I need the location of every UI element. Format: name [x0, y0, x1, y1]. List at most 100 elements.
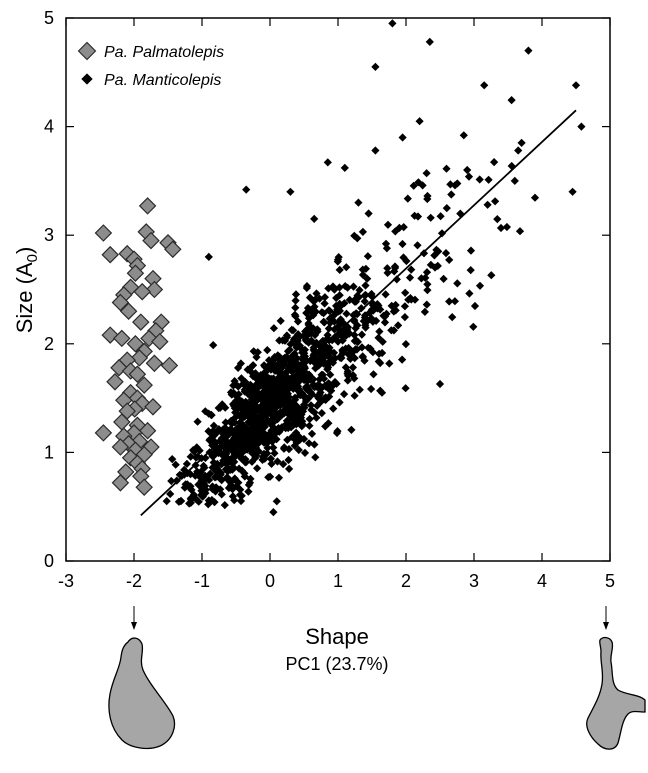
manticolepis-point	[361, 281, 370, 290]
manticolepis-point	[214, 425, 224, 434]
manticolepis-point	[403, 194, 412, 203]
manticolepis-point	[345, 329, 354, 338]
manticolepis-point	[342, 263, 351, 272]
manticolepis-point	[304, 370, 314, 379]
manticolepis-point	[378, 337, 387, 346]
manticolepis-point	[209, 340, 218, 350]
manticolepis-point	[465, 289, 474, 298]
manticolepis-point	[183, 480, 192, 489]
legend-marker-manticolepis	[81, 73, 93, 85]
manticolepis-point	[400, 312, 410, 322]
manticolepis-point	[435, 379, 445, 389]
manticolepis-point	[167, 476, 176, 486]
manticolepis-point	[240, 469, 249, 478]
manticolepis-point	[291, 296, 300, 305]
manticolepis-point	[245, 408, 254, 417]
y-tick-label: 0	[44, 551, 54, 571]
manticolepis-point	[279, 407, 288, 416]
manticolepis-point	[269, 402, 279, 411]
y-tick-label: 5	[44, 8, 54, 28]
manticolepis-point	[340, 163, 349, 173]
manticolepis-point	[288, 359, 297, 368]
manticolepis-point	[311, 339, 320, 348]
manticolepis-point	[252, 412, 261, 422]
manticolepis-point	[244, 480, 254, 490]
manticolepis-point	[293, 317, 303, 326]
manticolepis-point	[496, 223, 506, 233]
manticolepis-point	[288, 326, 298, 335]
manticolepis-point	[300, 352, 310, 361]
manticolepis-point	[251, 453, 260, 463]
manticolepis-point	[207, 435, 216, 444]
manticolepis-point	[248, 361, 258, 370]
manticolepis-point	[422, 169, 431, 178]
manticolepis-point	[385, 359, 394, 368]
manticolepis-point	[425, 37, 434, 47]
legend-label-manticolepis: Pa. Manticolepis	[104, 72, 221, 89]
manticolepis-point	[453, 279, 462, 288]
manticolepis-point	[289, 335, 299, 344]
manticolepis-point	[229, 388, 238, 397]
manticolepis-point	[298, 407, 308, 416]
manticolepis-point	[351, 324, 360, 333]
manticolepis-point	[502, 222, 512, 232]
manticolepis-point	[413, 212, 423, 221]
manticolepis-point	[243, 389, 252, 398]
manticolepis-point	[290, 310, 300, 319]
manticolepis-point	[466, 246, 476, 255]
manticolepis-point	[407, 265, 416, 274]
palmatolepis-point	[106, 373, 124, 391]
palmatolepis-point	[145, 354, 164, 373]
palmatolepis-point	[135, 478, 153, 496]
manticolepis-point	[311, 453, 320, 462]
manticolepis-point	[399, 253, 408, 262]
manticolepis-point	[314, 394, 323, 403]
x-axis-title: Shape	[305, 624, 369, 649]
manticolepis-point	[311, 364, 320, 373]
manticolepis-point	[442, 164, 451, 173]
manticolepis-point	[577, 122, 586, 131]
manticolepis-point	[217, 490, 226, 499]
manticolepis-point	[324, 392, 334, 401]
manticolepis-point	[304, 314, 314, 323]
tick-labels: -3 -2 -1 0 1 2 3 4 5 0 1 2 3 4 5	[44, 8, 615, 591]
manticolepis-point	[292, 433, 301, 442]
manticolepis-point	[293, 417, 302, 427]
manticolepis-point	[335, 398, 344, 407]
manticolepis-point	[284, 423, 293, 433]
manticolepis-point	[436, 212, 445, 221]
manticolepis-point	[201, 485, 211, 494]
manticolepis-point	[280, 370, 289, 379]
manticolepis-point	[357, 304, 366, 313]
manticolepis-point	[376, 386, 385, 395]
manticolepis-point	[322, 382, 331, 391]
manticolepis-point	[507, 161, 516, 171]
manticolepis-point	[469, 322, 478, 331]
manticolepis-point	[162, 496, 171, 506]
manticolepis-point	[334, 252, 343, 262]
manticolepis-point	[285, 383, 294, 392]
manticolepis-point	[352, 337, 362, 346]
manticolepis-point	[242, 185, 251, 194]
manticolepis-point	[371, 62, 380, 72]
manticolepis-point	[228, 465, 237, 474]
manticolepis-point	[442, 203, 451, 213]
manticolepis-point	[189, 445, 198, 455]
manticolepis-point	[514, 146, 523, 155]
manticolepis-point	[261, 392, 270, 402]
manticolepis-point	[220, 500, 229, 510]
manticolepis-point	[391, 227, 400, 236]
manticolepis-point	[250, 431, 260, 440]
manticolepis-point	[247, 420, 256, 430]
y-tick-label: 4	[44, 117, 54, 137]
manticolepis-point	[366, 384, 376, 394]
manticolepis-point	[397, 355, 407, 364]
manticolepis-point	[422, 268, 432, 277]
manticolepis-point	[445, 297, 454, 306]
legend-marker-palmatolepis	[77, 41, 97, 61]
manticolepis-point	[306, 322, 315, 332]
manticolepis-point	[305, 421, 314, 430]
manticolepis-point	[263, 401, 272, 410]
manticolepis-point	[510, 176, 519, 186]
palmatolepis-point	[111, 293, 130, 312]
